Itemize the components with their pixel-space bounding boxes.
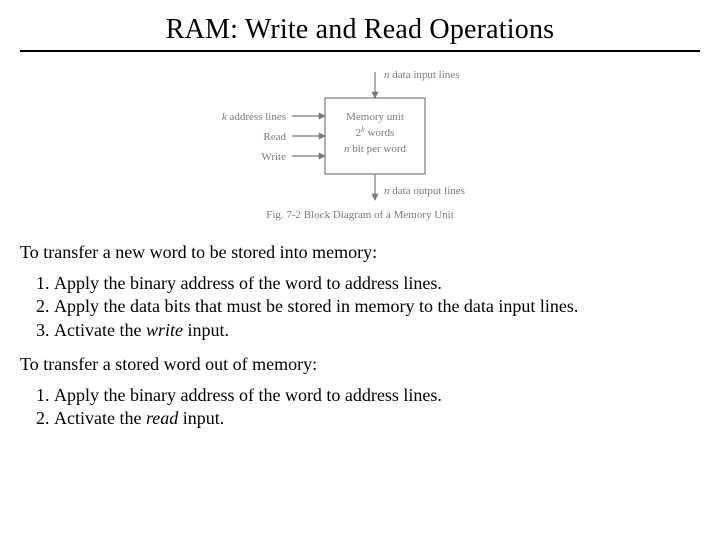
write-steps: Apply the binary address of the word to …	[42, 272, 700, 342]
addr-label: k address lines	[222, 111, 286, 123]
box-line-3: n bit per word	[344, 143, 407, 155]
list-item: Activate the read input.	[54, 407, 700, 430]
memory-diagram-svg: Memory unit 2k words n bit per word n da…	[180, 62, 540, 222]
page-title: RAM: Write and Read Operations	[166, 14, 555, 46]
list-item: Apply the data bits that must be stored …	[54, 295, 700, 318]
top-label: n data input lines	[384, 69, 459, 81]
box-line-1: Memory unit	[346, 111, 404, 123]
text-span: input.	[183, 320, 229, 340]
slide: RAM: Write and Read Operations Memory un…	[0, 0, 720, 540]
bottom-label: n data output lines	[384, 185, 465, 197]
diagram-caption: Fig. 7-2 Block Diagram of a Memory Unit	[266, 209, 454, 221]
list-item: Apply the binary address of the word to …	[54, 272, 700, 295]
diagram: Memory unit 2k words n bit per word n da…	[20, 62, 700, 227]
read-label: Read	[263, 131, 286, 143]
body-text: To transfer a new word to be stored into…	[20, 241, 700, 430]
intro-read: To transfer a stored word out of memory:	[20, 353, 700, 376]
list-item: Activate the write input.	[54, 319, 700, 342]
title-wrap: RAM: Write and Read Operations	[20, 14, 700, 46]
title-rule	[20, 50, 700, 52]
italic-span: read	[146, 408, 178, 428]
text-span: input.	[178, 408, 224, 428]
write-label: Write	[261, 151, 286, 163]
list-item: Apply the binary address of the word to …	[54, 384, 700, 407]
intro-write: To transfer a new word to be stored into…	[20, 241, 700, 264]
italic-span: write	[146, 320, 183, 340]
text-span: Activate the	[54, 408, 146, 428]
text-span: Activate the	[54, 320, 146, 340]
read-steps: Apply the binary address of the word to …	[42, 384, 700, 430]
